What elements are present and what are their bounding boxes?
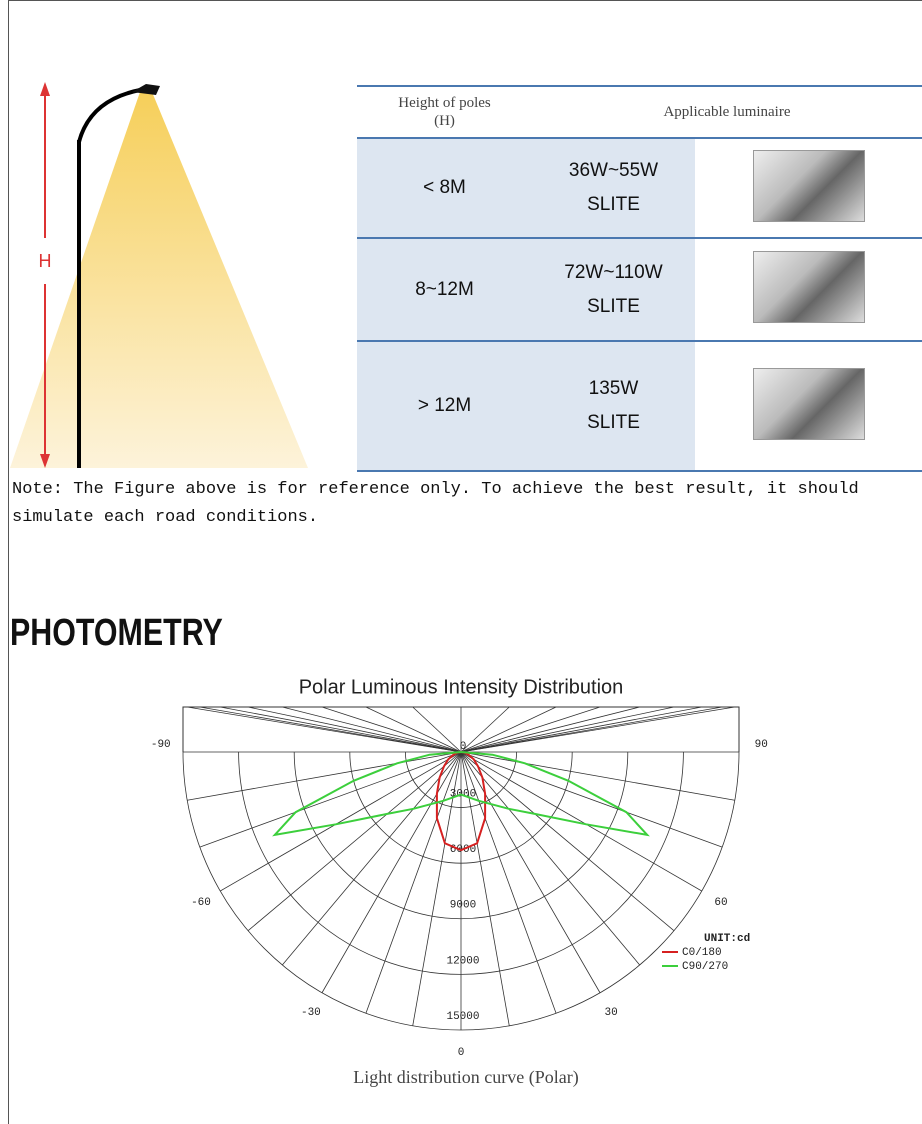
upper-line — [365, 706, 462, 753]
luminaire-image — [752, 251, 865, 323]
radial-line — [365, 751, 462, 1014]
pole-height: 8~12M — [357, 238, 532, 342]
wattage: 135W — [588, 378, 639, 399]
upper-line — [460, 706, 675, 753]
model: SLITE — [587, 295, 640, 317]
r-tick-label: 12000 — [446, 955, 479, 967]
upper-line — [220, 706, 462, 753]
upper-line — [460, 706, 702, 753]
wattage: 36W~55W — [568, 160, 659, 181]
pole-illustration: H — [10, 82, 308, 468]
radial-line — [281, 751, 462, 966]
radial-line — [460, 751, 735, 801]
theta-tick-label: 90 — [755, 739, 768, 751]
upper-line — [187, 706, 462, 753]
upper-line — [282, 706, 462, 753]
note: Note: The Figure above is for reference … — [12, 480, 859, 527]
theta-tick-label: 0 — [458, 1047, 465, 1059]
r-tick-label: 9000 — [450, 900, 476, 912]
header-cell: Height of poles (H) — [357, 85, 532, 139]
legend-label: C90/270 — [682, 961, 728, 973]
luminaire-cell: 36W~55W SLITE — [532, 138, 695, 239]
table-header: Height of poles (H) Applicable luminaire — [357, 85, 922, 139]
upper-line — [460, 706, 510, 753]
ring — [349, 751, 573, 864]
theta-tick-label: 60 — [714, 897, 727, 909]
radial-line — [199, 751, 462, 848]
ring — [238, 751, 684, 975]
arrow-head — [40, 82, 50, 96]
r-tick-label: 15000 — [446, 1011, 479, 1023]
radial-line — [460, 751, 641, 966]
light-cone — [10, 92, 308, 468]
ring — [405, 751, 517, 808]
chart-title: Polar Luminous Intensity Distribution — [299, 676, 624, 698]
theta-tick-label: -30 — [301, 1007, 321, 1019]
radial-line — [460, 751, 557, 1014]
upper-line — [460, 706, 601, 753]
arrow-head — [40, 454, 50, 468]
theta-tick-label: -90 — [151, 739, 171, 751]
radial-line — [460, 751, 723, 848]
pole-height: > 12M — [357, 341, 532, 472]
curve — [272, 751, 650, 837]
wattage: 72W~110W — [564, 261, 663, 283]
radial-line — [460, 751, 702, 892]
radial-line — [247, 751, 462, 932]
luminaire-image — [752, 149, 865, 222]
polar-chart: Polar Luminous Intensity Distribution 0 30… — [151, 676, 768, 1088]
ring — [182, 751, 740, 1031]
luminaire-cell: 135W SLITE — [532, 341, 695, 472]
page-frame — [8, 0, 922, 1124]
pole-height: < 8M — [357, 138, 532, 239]
model: SLITE — [587, 194, 640, 215]
luminaire-cell: 72W~110W SLITE — [532, 238, 695, 342]
model: SLITE — [587, 412, 640, 433]
upper-line — [247, 706, 462, 753]
table-row: 8~12M 72W~110W SLITE — [357, 238, 922, 342]
upper-line — [412, 706, 462, 753]
r-tick-label: 0 — [460, 741, 467, 753]
lamp-head — [132, 84, 160, 95]
caption: Light distribution curve (Polar) — [353, 1067, 578, 1088]
height-label: H — [39, 251, 52, 271]
image-cell — [695, 341, 922, 472]
image-cell — [695, 238, 922, 342]
radial-line — [187, 751, 462, 801]
upper-line — [460, 706, 557, 753]
radial-line — [220, 751, 462, 892]
table-row: < 8M 36W~55W SLITE — [357, 138, 922, 239]
table-row: > 12M 135W SLITE — [357, 341, 922, 472]
section-title: PHOTOMETRY — [10, 612, 223, 654]
pole-arm — [77, 88, 141, 143]
theta-tick-label: -60 — [191, 897, 211, 909]
luminaire-table: Height of poles (H) Applicable luminaire… — [357, 85, 922, 472]
radial-line — [460, 751, 675, 932]
legend-label: C0/180 — [682, 947, 722, 959]
upper-line — [460, 706, 640, 753]
header-cell: Applicable luminaire — [532, 85, 922, 139]
unit-label: UNIT:cd — [704, 933, 750, 945]
image-cell — [695, 138, 922, 239]
luminaire-image — [752, 367, 865, 440]
curve — [435, 751, 487, 852]
theta-tick-label: 30 — [605, 1007, 618, 1019]
upper-line — [321, 706, 462, 753]
upper-line — [460, 706, 723, 753]
